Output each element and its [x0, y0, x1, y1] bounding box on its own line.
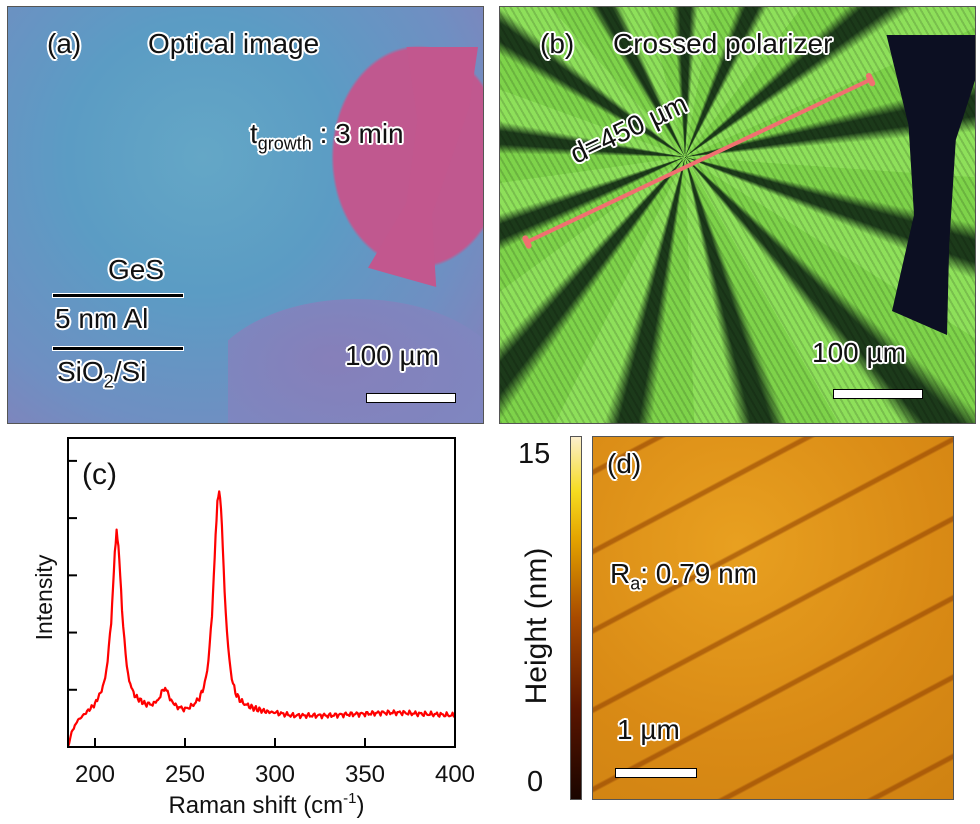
growth-label-sub: growth — [257, 133, 312, 154]
y-axis-label: Intensity — [31, 554, 57, 640]
roughness-value: : 0.79 nm — [640, 558, 757, 589]
colorbar-max-label: 15 — [518, 438, 551, 470]
raman-spectrum-line — [66, 490, 456, 748]
layer-label-si: /Si — [113, 356, 147, 387]
panel-b-title: Crossed polarizer — [613, 28, 833, 59]
layer-label-ges: GeS — [108, 254, 165, 285]
panel-a-title: Optical image — [148, 28, 320, 59]
colorbar-min-label: 0 — [527, 766, 544, 798]
afm-height-image — [592, 436, 954, 800]
x-axis-label-end: ) — [357, 792, 365, 819]
layer-divider — [53, 294, 183, 297]
layer-label-sio: SiO — [57, 356, 104, 387]
plot-frame — [67, 437, 456, 748]
x-tick-label: 400 — [435, 761, 475, 788]
x-axis-label: Raman shift (cm-1) — [168, 790, 364, 819]
panel-c-tag: (c) — [82, 458, 117, 491]
layer-label-sub2: 2 — [103, 371, 114, 392]
grain-boundary-region-pink — [368, 47, 478, 287]
x-axis-label-sup: -1 — [343, 790, 356, 807]
layer-label-al: 5 nm Al — [55, 303, 149, 334]
panel-a-tag: (a) — [47, 28, 82, 59]
x-tick-label: 300 — [255, 761, 295, 788]
optical-image-panel — [7, 6, 484, 424]
growth-time-label: tgrowth : 3 min — [250, 118, 404, 155]
growth-label-main: t — [250, 118, 258, 149]
panel-b-tag: (b) — [540, 28, 575, 59]
roughness-label: Ra: 0.79 nm — [610, 558, 757, 595]
roughness-main: R — [610, 558, 631, 589]
scale-bar-d — [615, 768, 697, 778]
layer-divider — [53, 347, 183, 350]
roughness-sub: a — [630, 573, 641, 594]
scale-bar-label-a: 100 µm — [345, 340, 439, 371]
layer-label-substrate: SiO2/Si — [57, 356, 146, 393]
height-colorbar — [570, 436, 582, 800]
x-tick-label: 200 — [75, 761, 115, 788]
x-tick-label: 350 — [345, 761, 385, 788]
scale-bar-label-b: 100 µm — [812, 337, 906, 368]
colorbar-title: Height (nm) — [520, 547, 553, 705]
scale-bar-label-d: 1 µm — [617, 714, 680, 745]
panel-d-tag: (d) — [607, 448, 642, 479]
x-tick-label: 250 — [165, 761, 205, 788]
raman-spectrum-chart: 200 250 300 350 400 (c) Intensity Raman shif… — [31, 437, 475, 819]
scale-bar-a — [366, 393, 456, 403]
growth-time-value: : 3 min — [319, 118, 404, 149]
scale-bar-b — [833, 389, 923, 399]
x-axis-label-main: Raman shift (cm — [168, 792, 343, 819]
